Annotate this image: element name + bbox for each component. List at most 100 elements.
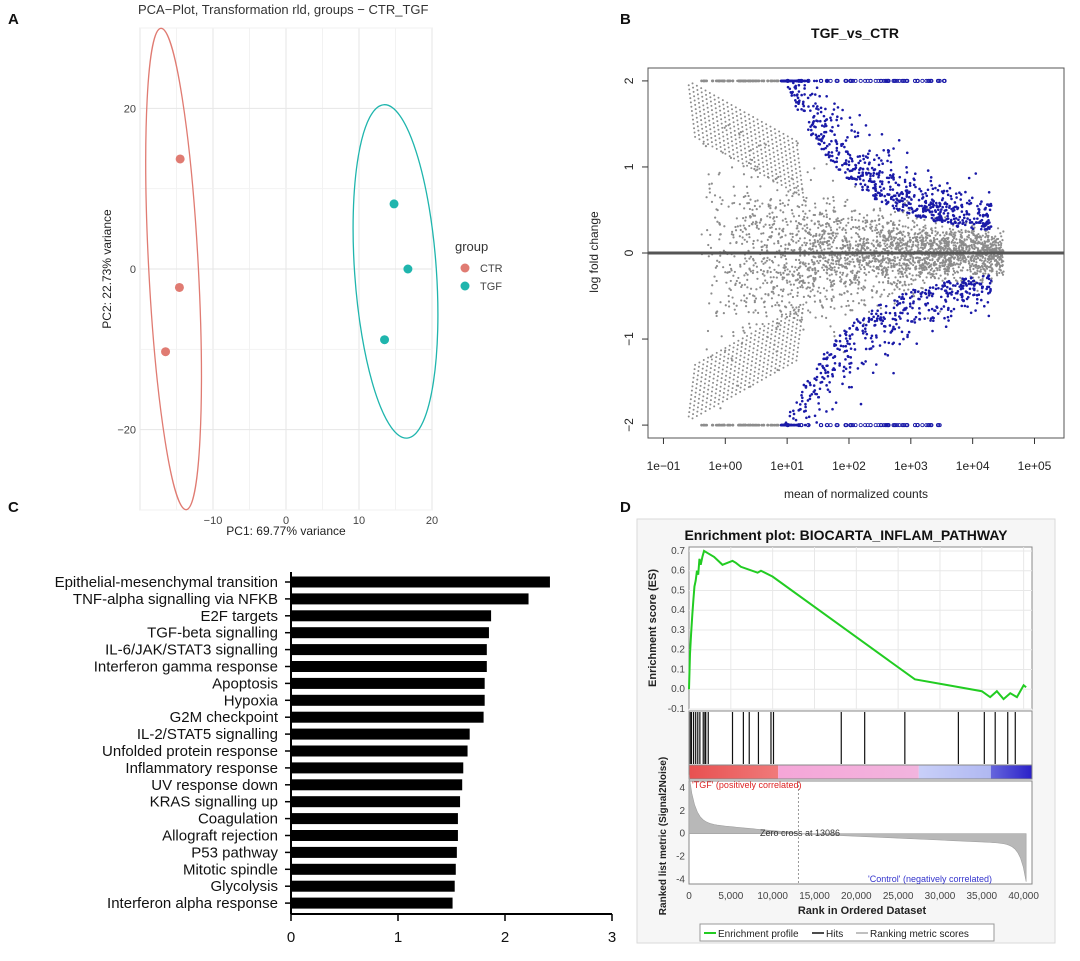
ma-point <box>1000 259 1003 262</box>
ma-point <box>969 270 972 273</box>
ma-point <box>781 156 784 159</box>
ma-point-significant <box>980 200 983 203</box>
ma-point-significant <box>937 215 941 219</box>
ma-point <box>870 242 873 245</box>
ma-point <box>743 238 746 241</box>
ma-point <box>784 243 787 246</box>
ma-point-significant <box>962 281 965 285</box>
ma-point-significant <box>932 316 935 320</box>
ma-point <box>734 138 737 141</box>
ma-point-significant <box>883 194 886 198</box>
ma-point-significant <box>972 279 976 283</box>
ma-point-significant <box>961 219 964 222</box>
ma-point-significant <box>821 375 824 379</box>
ma-point <box>785 313 788 316</box>
ma-point <box>780 347 783 350</box>
ma-point <box>846 257 849 260</box>
ma-point-significant <box>806 399 810 402</box>
ma-point-significant <box>848 78 853 83</box>
ma-point <box>881 281 885 284</box>
ma-point-significant <box>851 159 854 163</box>
ma-point <box>706 229 709 232</box>
ma-point <box>980 242 983 246</box>
ma-point-significant <box>902 337 905 341</box>
ma-point <box>700 412 703 415</box>
ma-point <box>753 299 756 302</box>
ma-point <box>796 205 799 208</box>
ma-point-significant <box>848 327 851 330</box>
ma-point <box>846 273 849 276</box>
ma-point <box>856 292 859 295</box>
ma-point <box>822 197 825 200</box>
ma-point-significant <box>818 78 823 83</box>
ma-point-significant <box>826 153 830 156</box>
ma-point <box>855 272 859 275</box>
ma-point-significant <box>930 198 934 201</box>
ma-point <box>734 283 737 287</box>
ma-point-significant <box>838 364 841 367</box>
ma-point-significant <box>858 78 863 83</box>
ma-point <box>843 235 846 238</box>
ma-point <box>770 170 773 173</box>
ma-point <box>824 256 827 259</box>
ma-point-significant <box>974 309 977 312</box>
ma-point <box>953 271 957 274</box>
ma-point <box>779 143 782 146</box>
ma-point-significant <box>924 78 929 83</box>
ma-point <box>907 216 910 220</box>
ma-point <box>889 213 892 216</box>
ma-point <box>804 265 808 268</box>
ma-point <box>719 353 722 356</box>
ma-point <box>949 256 953 260</box>
ma-point <box>910 282 913 286</box>
ma-point-significant <box>973 293 976 297</box>
ma-point-significant <box>933 209 937 212</box>
ma-point <box>766 331 769 334</box>
ma-point <box>688 92 691 95</box>
ma-point <box>901 275 905 278</box>
ma-point <box>978 236 981 239</box>
ma-point <box>764 143 767 146</box>
ma-point <box>718 423 722 427</box>
ma-point <box>797 189 800 192</box>
ma-point-significant <box>807 128 810 131</box>
ma-point-significant <box>958 285 961 288</box>
ma-point <box>831 256 834 259</box>
ma-point <box>728 287 731 290</box>
ma-point <box>724 271 727 274</box>
ma-point <box>833 330 836 334</box>
ma-point <box>782 272 785 275</box>
ma-point <box>753 160 756 163</box>
ma-point <box>976 248 980 251</box>
ma-point <box>817 220 820 223</box>
ma-point-significant <box>836 124 840 127</box>
ma-point <box>721 99 724 102</box>
ma-point <box>740 382 743 385</box>
panel-letter-a: A <box>8 11 19 28</box>
ma-point <box>701 127 704 130</box>
ma-point <box>719 385 722 388</box>
ma-point <box>884 268 888 272</box>
ma-point <box>958 230 961 234</box>
ma-point <box>774 132 777 135</box>
ma-point-significant <box>930 213 934 216</box>
ma-point <box>923 265 926 268</box>
ma-point-significant <box>846 152 850 156</box>
ma-point-significant <box>796 96 800 100</box>
ma-point <box>819 224 823 227</box>
ma-point <box>779 245 783 248</box>
ma-point <box>766 336 769 339</box>
ma-point <box>827 247 830 250</box>
ma-point <box>781 278 784 281</box>
ma-point <box>893 259 897 263</box>
ma-point <box>779 360 782 363</box>
ma-point <box>999 254 1003 258</box>
ma-point <box>810 258 813 262</box>
ma-point <box>823 237 826 240</box>
ma-point <box>931 229 934 232</box>
ma-point-significant <box>946 193 950 197</box>
ma-point <box>701 371 704 374</box>
ma-point <box>879 307 882 310</box>
ma-point-significant <box>977 293 981 297</box>
ma-point <box>742 134 745 137</box>
